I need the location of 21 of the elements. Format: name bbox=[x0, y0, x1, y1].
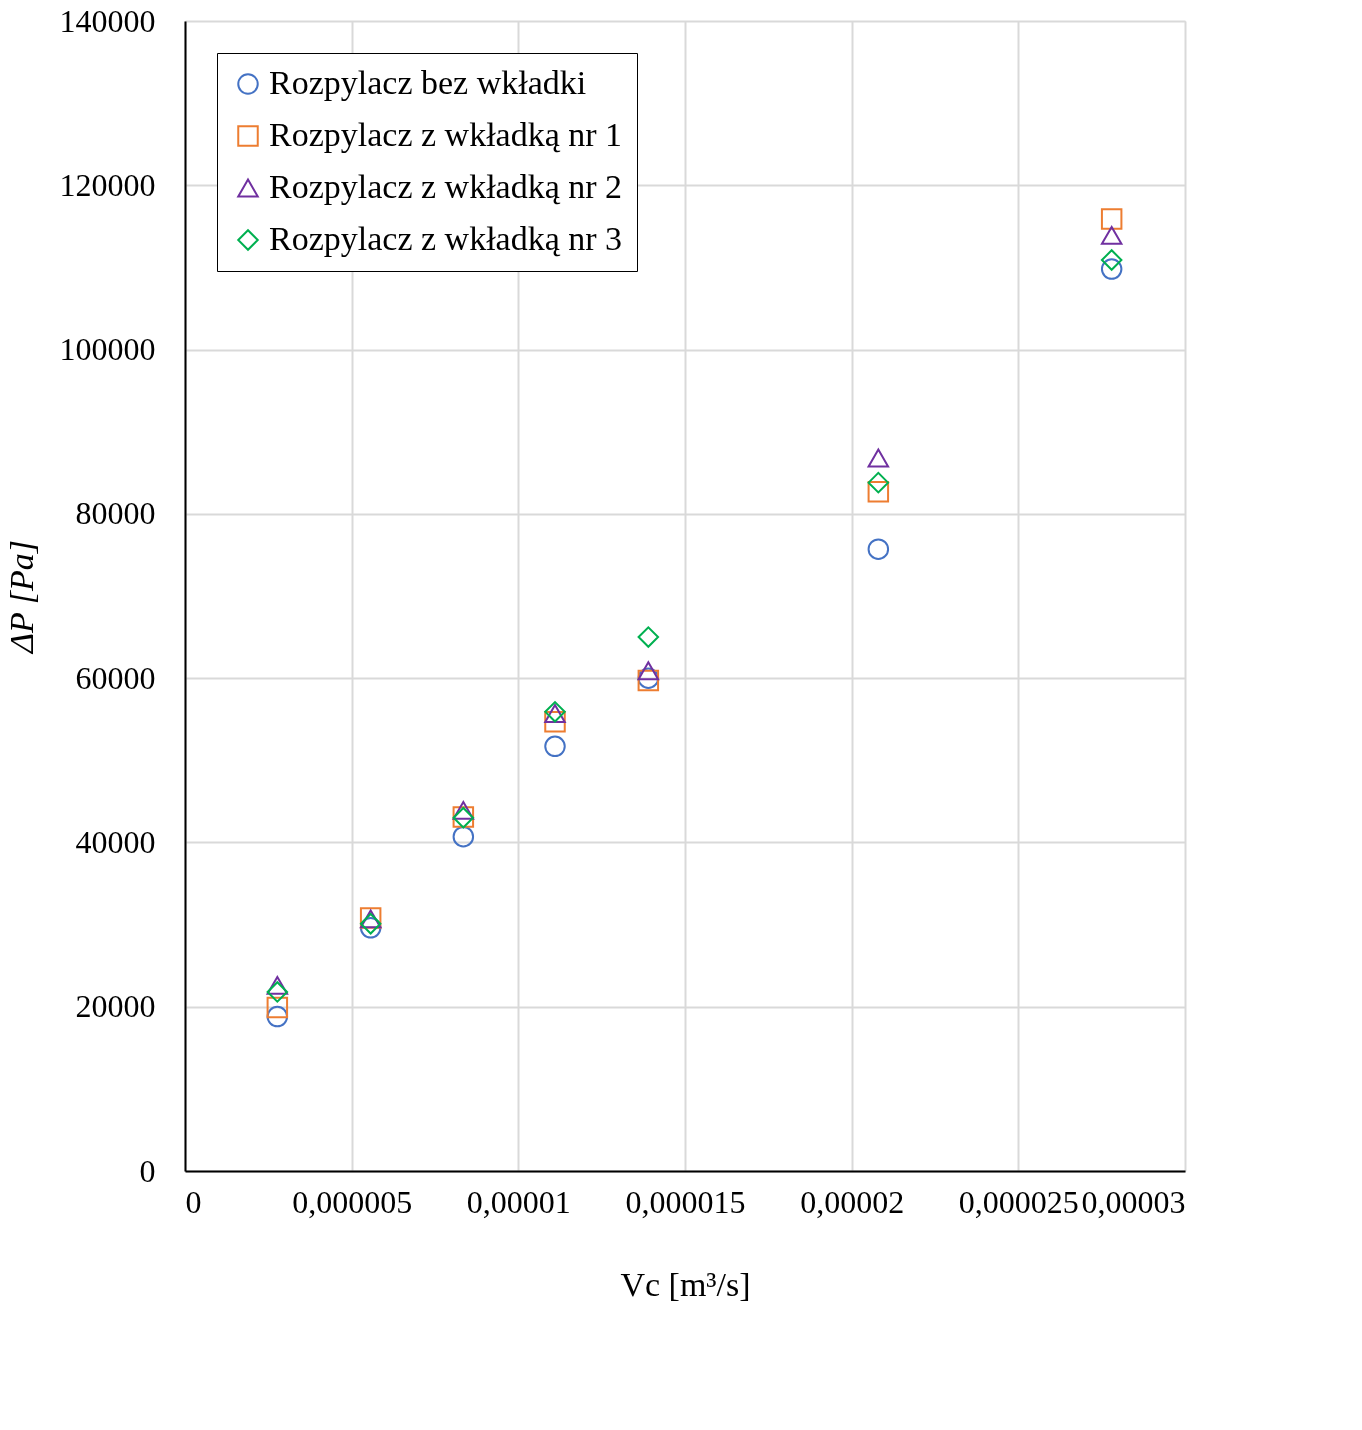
y-tick-label: 140000 bbox=[59, 2, 156, 39]
x-tick-label: 0,000025 bbox=[958, 1183, 1079, 1220]
legend-label: Rozpylacz z wkładką nr 3 bbox=[269, 220, 623, 257]
y-axis-title: ΔP [Pa] bbox=[2, 540, 40, 655]
x-axis-title: Vc [m³/s] bbox=[620, 1265, 751, 1303]
legend-label: Rozpylacz z wkładką nr 1 bbox=[269, 116, 623, 153]
y-tick-label: 0 bbox=[139, 1152, 156, 1189]
x-tick-label: 0,00003 bbox=[1081, 1183, 1186, 1220]
y-tick-label: 40000 bbox=[75, 823, 156, 860]
y-tick-label: 20000 bbox=[75, 988, 156, 1025]
x-tick-label: 0,00002 bbox=[800, 1183, 905, 1220]
x-tick-label: 0 bbox=[185, 1183, 202, 1220]
y-tick-label: 80000 bbox=[75, 495, 156, 532]
legend-label: Rozpylacz z wkładką nr 2 bbox=[269, 168, 623, 205]
legend-label: Rozpylacz bez wkładki bbox=[269, 64, 587, 101]
x-tick-label: 0,00001 bbox=[466, 1183, 571, 1220]
x-tick-label: 0,000005 bbox=[292, 1183, 413, 1220]
x-tick-label: 0,000015 bbox=[625, 1183, 746, 1220]
y-tick-label: 100000 bbox=[59, 331, 156, 368]
y-tick-label: 60000 bbox=[75, 659, 156, 696]
y-tick-label: 120000 bbox=[59, 166, 156, 203]
